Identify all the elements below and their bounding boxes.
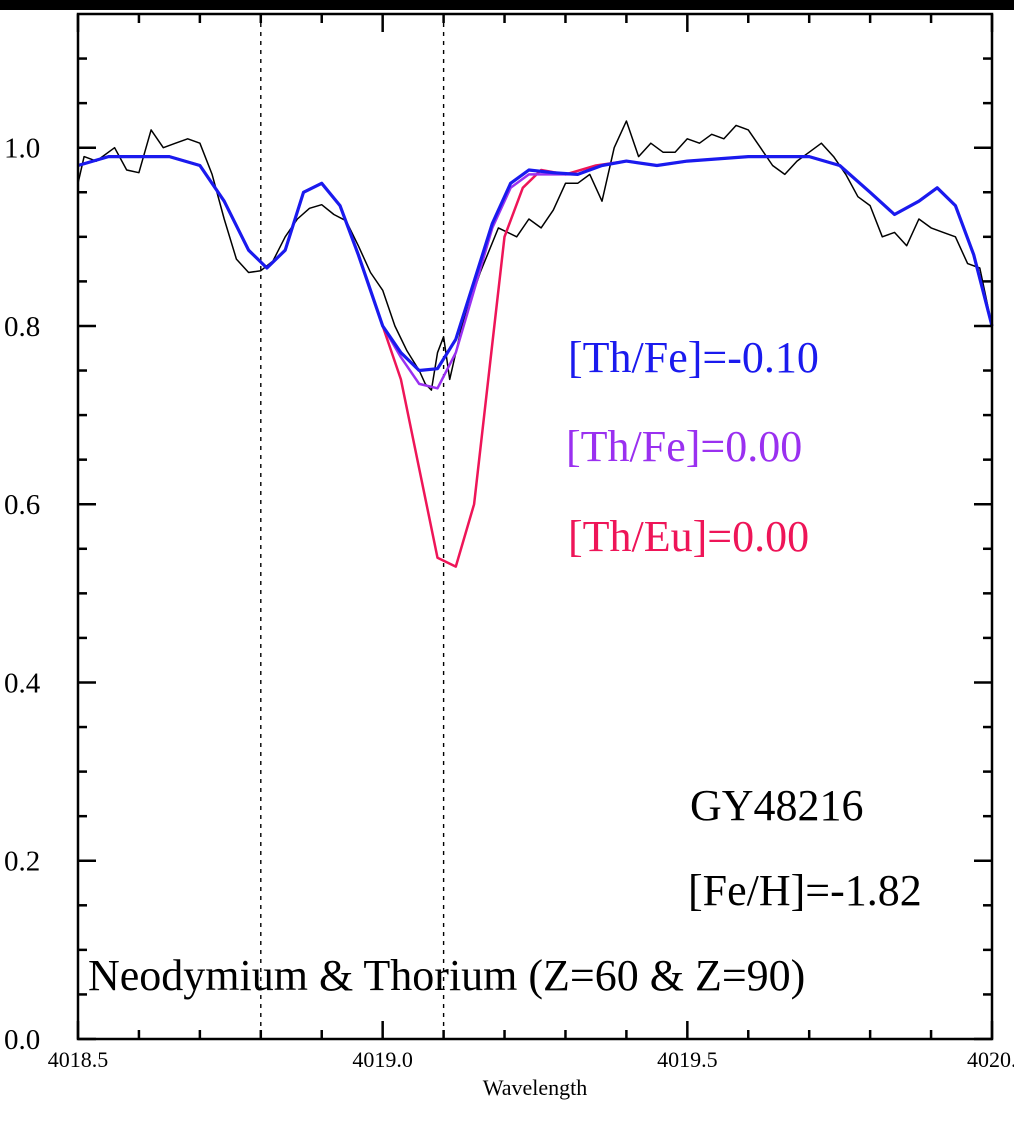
annotation-elements: Neodymium & Thorium (Z=60 & Z=90) — [88, 951, 805, 1000]
top-border-band — [0, 0, 1014, 10]
series-line-3 — [77, 155, 994, 373]
x-tick-labels: 4018.5 4019.0 4019.5 4020. — [48, 1047, 1014, 1072]
y-tick-label: 0.0 — [4, 1024, 40, 1056]
series-line-0 — [77, 120, 993, 391]
y-tick-label: 0.4 — [4, 667, 41, 699]
x-tick-label: 4020. — [967, 1047, 1014, 1072]
x-tick-label: 4019.5 — [657, 1047, 718, 1072]
axis-ticks — [76, 14, 994, 1041]
y-tick-label: 0.2 — [4, 846, 40, 878]
y-tick-labels: 0.0 0.2 0.4 0.6 0.8 1.0 — [4, 133, 41, 1056]
annotation-th-fe-minus: [Th/Fe]=-0.10 — [568, 333, 819, 382]
plot-frame — [76, 12, 994, 1041]
x-tick-label: 4018.5 — [48, 1047, 109, 1072]
annotation-metallicity: [Fe/H]=-1.82 — [688, 866, 922, 915]
y-tick-label: 0.8 — [4, 311, 40, 343]
x-tick-label: 4019.0 — [352, 1047, 413, 1072]
x-axis-title: Wavelength — [483, 1075, 588, 1100]
y-tick-label: 1.0 — [4, 133, 40, 165]
y-tick-label: 0.6 — [4, 489, 40, 521]
annotation-star-id: GY48216 — [690, 781, 864, 830]
series-lines — [77, 120, 994, 568]
annotation-th-fe-zero: [Th/Fe]=0.00 — [566, 422, 802, 471]
annotation-th-eu-zero: [Th/Eu]=0.00 — [568, 512, 809, 561]
